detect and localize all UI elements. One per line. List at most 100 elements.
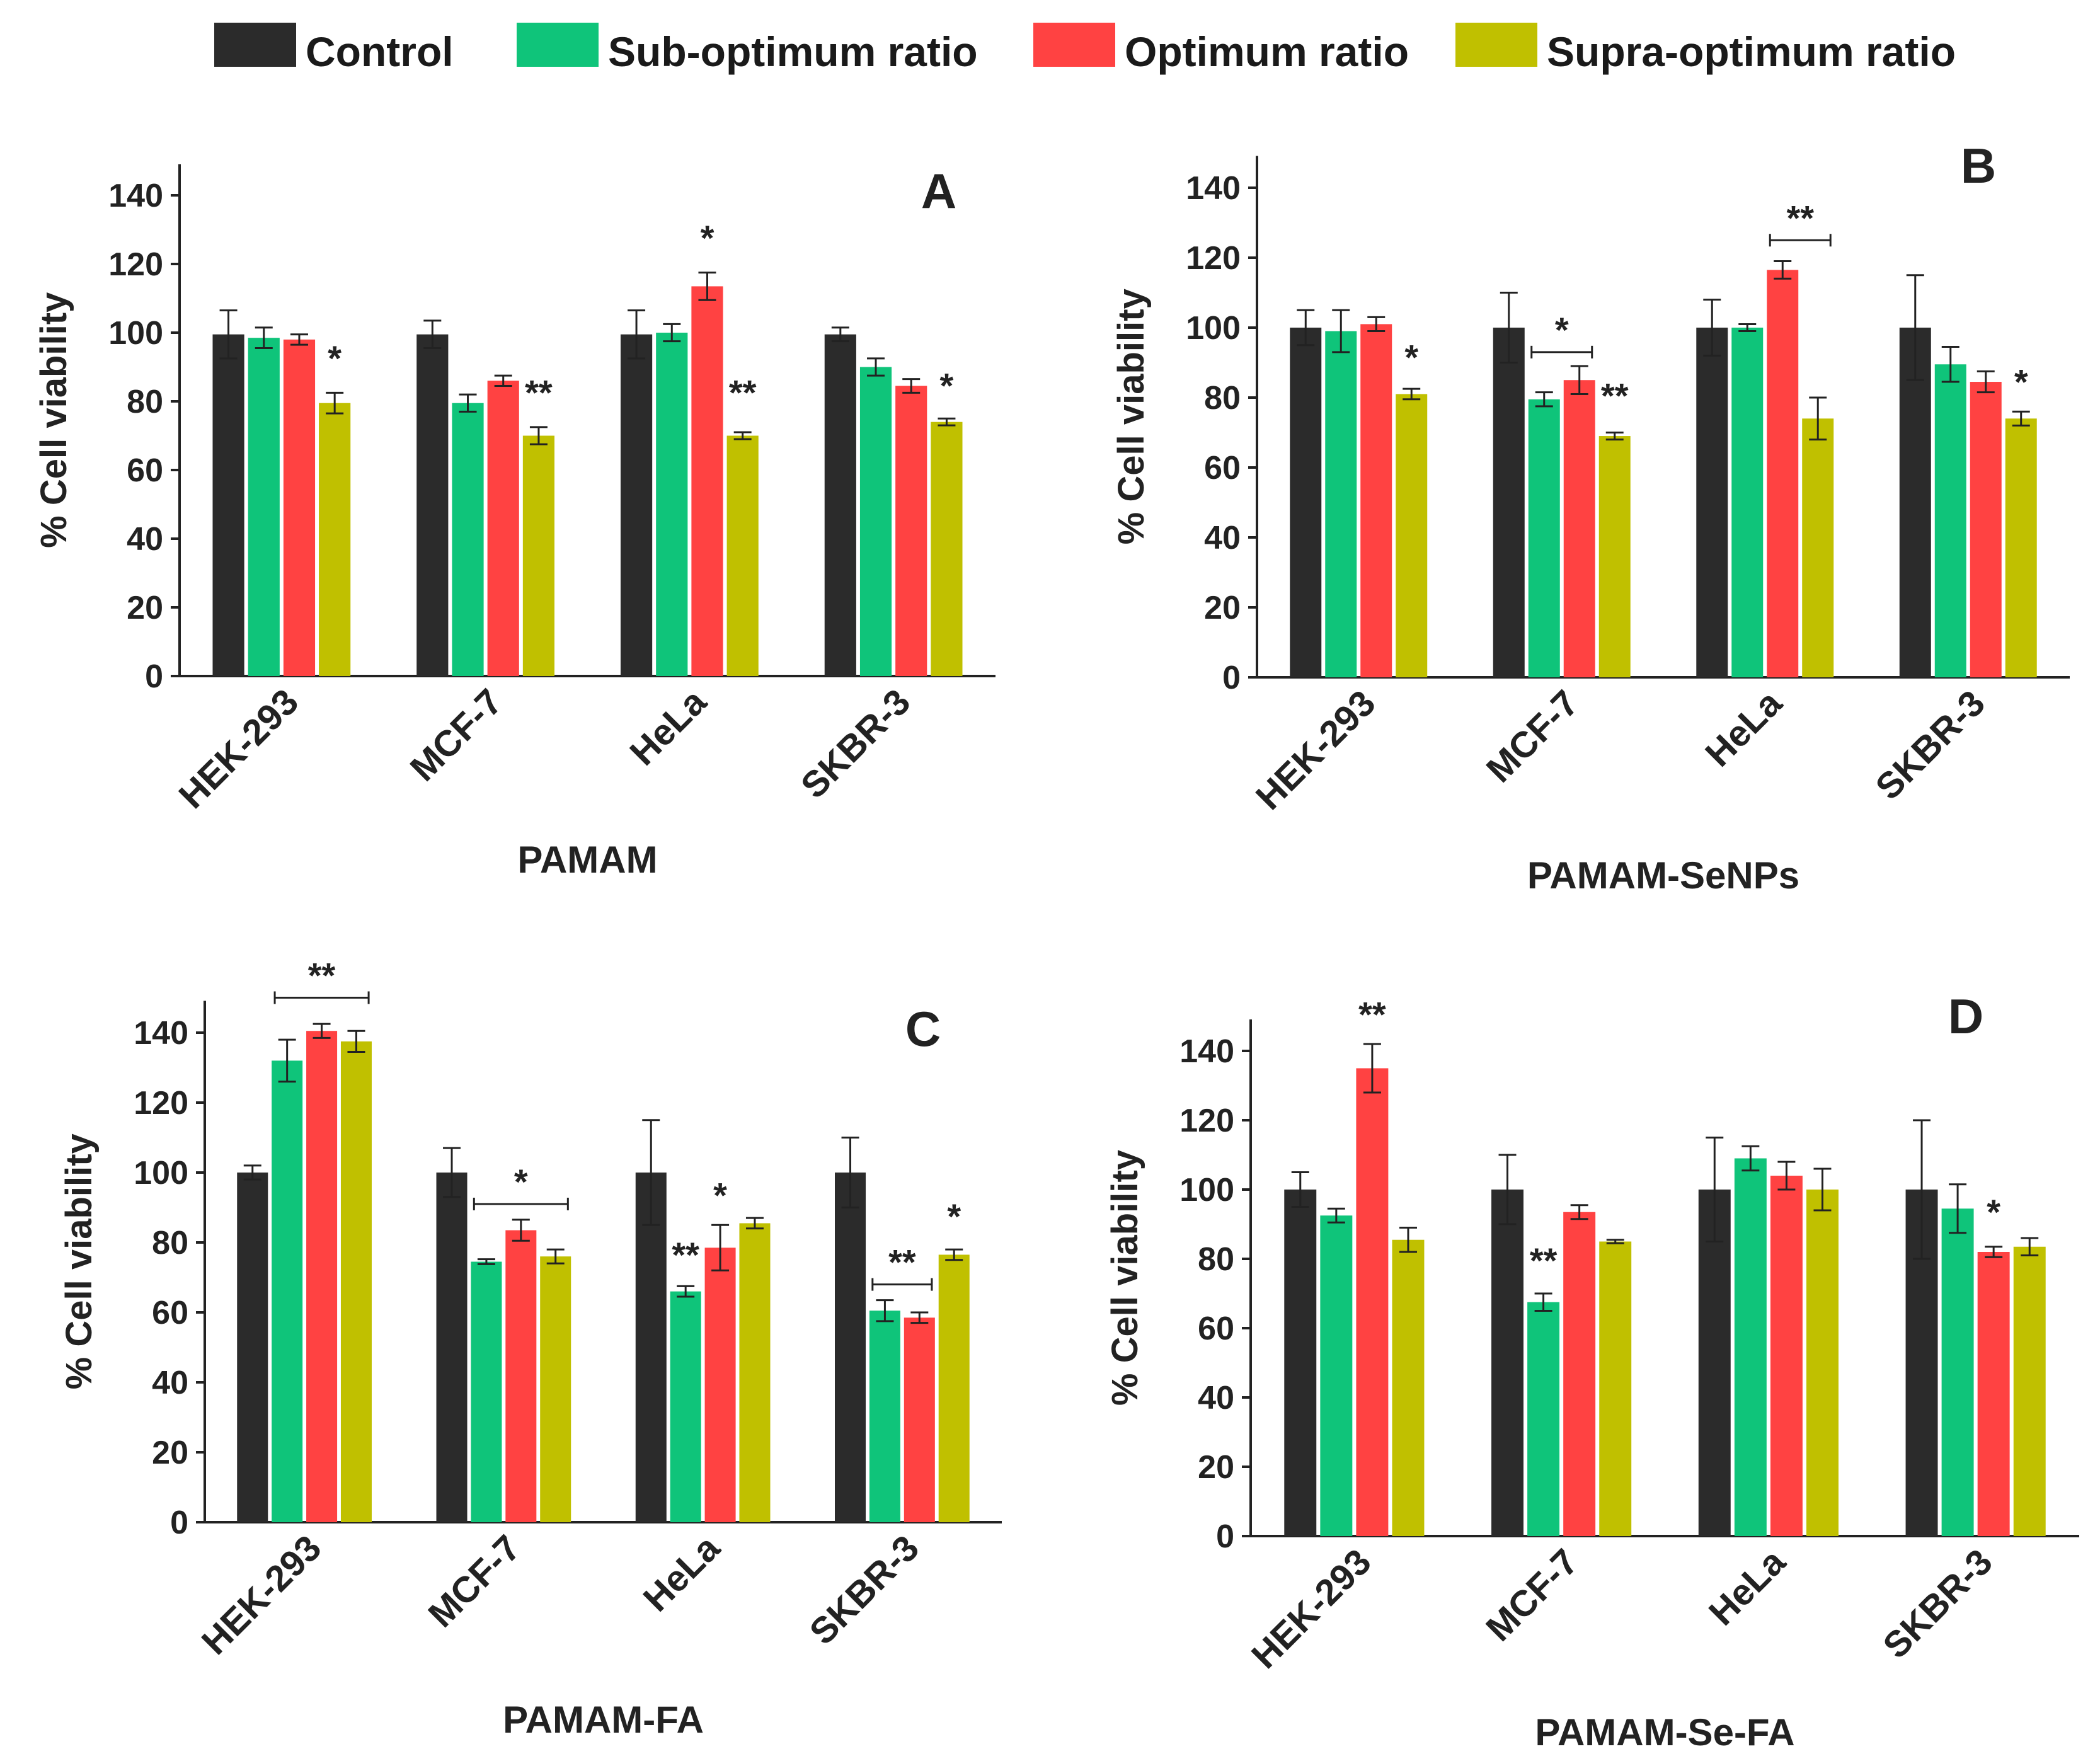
y-tick-label: 80 (1204, 380, 1241, 416)
y-tick-label: 100 (1179, 1172, 1234, 1208)
bar (1325, 331, 1357, 677)
bar (1356, 1068, 1389, 1536)
bar (540, 1256, 571, 1522)
bar (1360, 324, 1392, 677)
bracket-label: ** (888, 1242, 916, 1282)
significance-mark: * (713, 1176, 727, 1215)
bar (938, 1254, 970, 1522)
bar (2005, 418, 2037, 677)
significance-mark: * (1404, 338, 1418, 377)
significance-mark: * (701, 218, 714, 258)
significance-mark: ** (1601, 376, 1629, 416)
x-tick-label: HEK-293 (194, 1527, 330, 1663)
legend: Control Sub-optimum ratio Optimum ratio Sup… (0, 0, 2100, 95)
chart-panel-c: 0 20 40 60 80 100 120 140 % Cell viability HEK-29… (59, 956, 1002, 1741)
y-tick-label: 0 (170, 1505, 188, 1541)
bar (272, 1060, 303, 1522)
y-tick-label: 80 (127, 384, 163, 420)
panel-label: A (921, 163, 956, 219)
x-axis-label: PAMAM (517, 839, 657, 881)
bar (1734, 1158, 1767, 1536)
y-axis-label: % Cell viability (1111, 289, 1152, 544)
y-tick-label: 60 (127, 452, 163, 489)
bar (835, 1173, 866, 1522)
bracket-label: ** (1786, 198, 1814, 238)
bar (1491, 1190, 1523, 1536)
legend-swatch (1455, 23, 1537, 67)
bar (1899, 328, 1931, 677)
legend-label: Supra-optimum ratio (1547, 28, 1956, 75)
significance-mark: ** (729, 372, 757, 412)
y-tick-label: 140 (108, 178, 163, 214)
bar (704, 1248, 736, 1522)
x-tick-label: SKBR-3 (1868, 682, 1993, 808)
x-axis-label: PAMAM-FA (503, 1699, 704, 1741)
y-tick-label: 60 (1198, 1311, 1234, 1347)
bar (1527, 1302, 1560, 1536)
bar (670, 1291, 701, 1522)
bar (1284, 1190, 1317, 1536)
y-tick-label: 120 (108, 246, 163, 283)
x-tick-label: HEK-293 (171, 681, 306, 817)
legend-label: Optimum ratio (1125, 28, 1409, 75)
x-tick-label: HEK-293 (1248, 682, 1384, 818)
y-tick-label: 140 (134, 1015, 188, 1052)
bar (691, 286, 723, 676)
y-tick-label: 20 (1198, 1449, 1234, 1486)
y-tick-label: 100 (1186, 310, 1241, 347)
significance-mark: ** (1358, 995, 1386, 1035)
legend-swatch (1033, 23, 1115, 67)
bar (1392, 1239, 1425, 1536)
x-tick-label: MCF-7 (403, 681, 510, 789)
bar (1598, 436, 1631, 677)
significance-mark: * (947, 1196, 961, 1236)
y-axis-label: % Cell viability (59, 1133, 100, 1389)
bar (824, 334, 856, 676)
y-tick-label: 80 (1198, 1241, 1234, 1278)
panel-label: D (1948, 989, 1983, 1044)
bar (452, 403, 484, 676)
bar (487, 381, 519, 676)
x-tick-label: SKBR-3 (793, 681, 919, 806)
y-tick-label: 100 (134, 1155, 188, 1191)
x-tick-label: HeLa (636, 1527, 728, 1620)
y-tick-label: 100 (108, 315, 163, 352)
legend-label: Control (306, 28, 454, 75)
y-tick-label: 40 (152, 1365, 188, 1401)
bar (283, 339, 316, 676)
bar (1770, 1176, 1803, 1536)
y-tick-label: 120 (134, 1085, 188, 1121)
bar (1731, 328, 1764, 677)
bar (2013, 1246, 2046, 1536)
bar (1290, 328, 1322, 677)
bar (319, 403, 351, 676)
bar (869, 1311, 900, 1522)
bar (1802, 418, 1834, 677)
x-tick-label: SKBR-3 (801, 1527, 927, 1653)
bar (1970, 382, 2002, 677)
bar (726, 435, 759, 676)
bar (1767, 270, 1799, 677)
bar (1493, 328, 1525, 677)
y-tick-label: 40 (1198, 1380, 1234, 1416)
significance-mark: * (1987, 1192, 2000, 1232)
x-tick-label: MCF-7 (420, 1527, 528, 1635)
bar (1563, 380, 1595, 677)
bar (1698, 1190, 1731, 1536)
y-tick-label: 0 (1216, 1518, 1234, 1555)
y-tick-label: 120 (1186, 240, 1241, 277)
bar (859, 367, 892, 676)
x-tick-label: SKBR-3 (1875, 1541, 2000, 1666)
y-tick-label: 80 (152, 1225, 188, 1261)
bar (1934, 364, 1966, 677)
bar (1528, 399, 1560, 677)
y-tick-label: 40 (1204, 520, 1241, 556)
bracket-label: ** (308, 956, 336, 995)
y-tick-label: 40 (127, 521, 163, 558)
y-tick-label: 0 (145, 658, 163, 695)
y-tick-label: 60 (1204, 450, 1241, 486)
bar (1941, 1208, 1974, 1536)
y-tick-label: 140 (1186, 170, 1241, 207)
significance-mark: * (328, 338, 341, 378)
